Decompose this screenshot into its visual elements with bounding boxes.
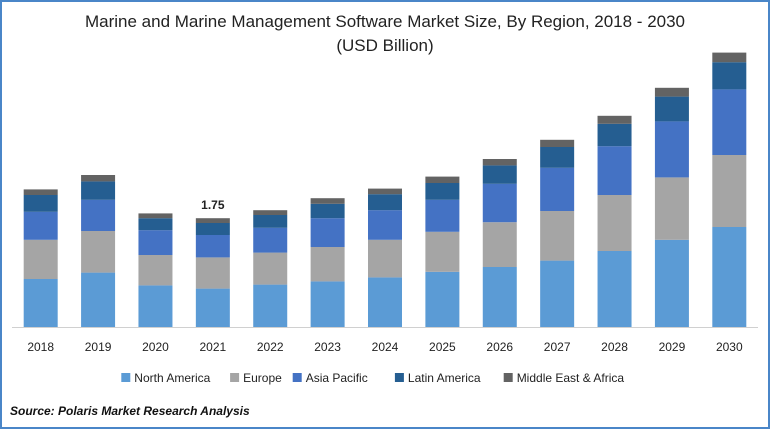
bar-2018-series-2 [23,211,58,240]
bar-2021-series-2 [195,235,230,258]
bar-2024-series-4 [368,188,402,195]
x-tick-label: 2022 [257,340,284,354]
bar-2024-series-0 [368,277,402,327]
bar-2020-series-4 [138,213,173,219]
bar-2023-series-4 [310,198,345,204]
bar-2023-series-2 [310,218,345,247]
bar-2024-series-3 [368,194,402,211]
bar-2019-series-0 [81,272,116,327]
legend-label: Europe [243,371,282,385]
bar-2019-series-3 [81,181,116,200]
bar-2030-series-0 [712,227,747,327]
x-tick-label: 2027 [544,340,571,354]
bar-2030-series-4 [712,52,747,63]
legend-swatch [394,373,404,382]
bar-2020-series-2 [138,230,173,255]
bar-2023-series-0 [310,281,345,327]
bar-2019-series-2 [81,199,116,231]
bar-2020-series-0 [138,285,173,327]
bar-2022-series-2 [253,227,288,253]
bar-2021-series-0 [195,288,230,327]
data-label: 1.75 [201,198,225,212]
bar-2029-series-3 [654,96,689,122]
x-tick-label: 2025 [429,340,456,354]
x-tick-label: 2029 [659,340,686,354]
chart-title: Marine and Marine Management Software Ma… [84,12,686,31]
legend-swatch [503,373,513,382]
bar-2020-series-3 [138,218,173,231]
x-tick-label: 2026 [486,340,513,354]
bar-2029-series-1 [654,177,689,240]
bar-2029-series-0 [654,239,689,327]
bar-2021-series-1 [195,257,230,289]
bar-2018-series-1 [23,239,58,279]
bar-2026-series-1 [482,222,517,267]
bar-2019-series-1 [81,231,116,273]
bar-2022-series-4 [253,210,288,215]
bar-2030-series-2 [712,89,747,155]
bar-2025-series-3 [425,183,460,200]
bar-2028-series-1 [597,195,632,251]
chart-subtitle: (USD Billion) [336,36,434,55]
bar-2030-series-1 [712,155,747,227]
bar-2025-series-1 [425,231,460,272]
bar-2026-series-3 [482,165,517,184]
bar-2026-series-0 [482,267,517,327]
bar-2021-series-4 [195,218,230,223]
bar-2021-series-3 [195,223,230,235]
x-tick-label: 2023 [314,340,341,354]
x-tick-label: 2024 [372,340,399,354]
bar-2018-series-3 [23,195,58,212]
bar-2026-series-4 [482,159,517,166]
bar-2022-series-0 [253,284,288,327]
legend-label: Asia Pacific [306,371,368,385]
bar-2023-series-1 [310,247,345,282]
x-tick-label: 2021 [199,340,226,354]
bar-2028-series-3 [597,123,632,147]
legend-label: Latin America [408,371,481,385]
legend-label: North America [134,371,210,385]
bar-2029-series-4 [654,87,689,97]
x-tick-label: 2018 [27,340,54,354]
x-tick-label: 2020 [142,340,169,354]
x-tick-label: 2028 [601,340,628,354]
legend-label: Middle East & Africa [517,371,625,385]
chart-title-block: Marine and Marine Management Software Ma… [2,10,768,58]
bar-2018-series-0 [23,279,58,327]
bar-2022-series-3 [253,215,288,228]
bar-2020-series-1 [138,255,173,286]
legend-swatch [121,373,131,382]
bar-2025-series-4 [425,176,460,183]
legend-swatch [292,373,302,382]
bar-2024-series-2 [368,210,402,240]
bar-2027-series-0 [540,260,575,327]
bar-2027-series-4 [540,139,575,147]
bar-2028-series-2 [597,146,632,195]
bar-2025-series-2 [425,199,460,232]
bar-2028-series-0 [597,251,632,327]
bar-2023-series-3 [310,203,345,219]
bar-2022-series-1 [253,252,288,285]
bar-2026-series-2 [482,183,517,223]
bar-2018-series-4 [23,189,58,195]
bar-2027-series-3 [540,147,575,168]
source-note: Source: Polaris Market Research Analysis [10,404,250,418]
bar-2027-series-2 [540,167,575,211]
bar-2030-series-3 [712,62,747,90]
legend-swatch [230,373,240,382]
bar-2029-series-2 [654,121,689,178]
bar-2027-series-1 [540,211,575,261]
x-tick-label: 2019 [85,340,112,354]
bar-2025-series-0 [425,271,460,327]
bar-2024-series-1 [368,239,402,278]
bar-2019-series-4 [81,175,116,182]
x-tick-label: 2030 [716,340,743,354]
bar-2028-series-4 [597,115,632,124]
